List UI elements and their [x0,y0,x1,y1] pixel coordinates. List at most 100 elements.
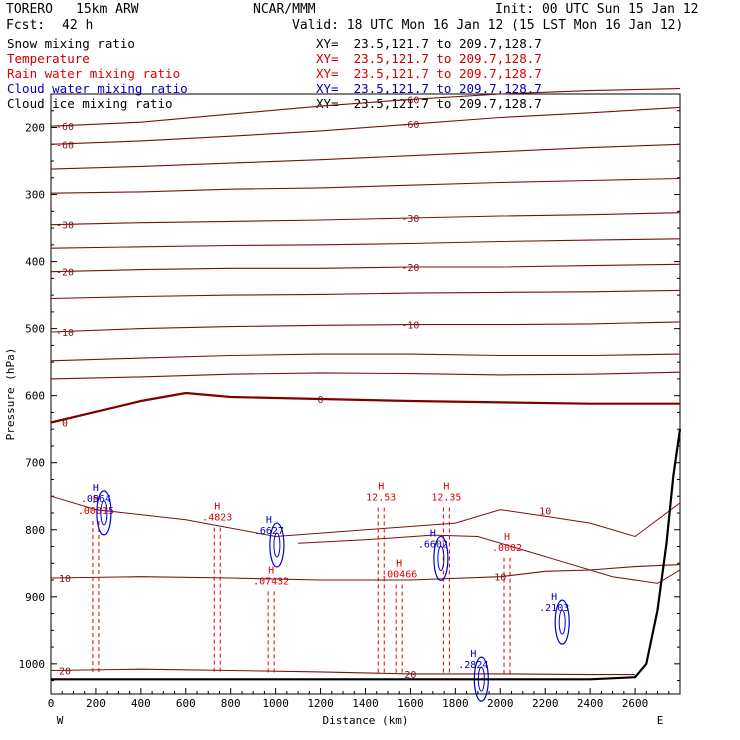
field-name-2: Rain water mixing ratio [7,66,181,81]
rain-max-value-3: 12.53 [366,493,396,504]
west-end-label: W [57,714,64,727]
cloud-max-value-2: .6602 [418,539,448,550]
field-xy-3: XY= 23.5,121.7 to 209.7,128.7 [316,81,542,96]
cloud-max-marker-2: H [430,528,436,539]
rain-max-value-1: .4823 [202,513,232,524]
isotherm-12 [50,564,681,581]
x-tick-label-8: 1600 [397,697,424,710]
init-time: Init: 00 UTC Sun 15 Jan 12 [495,2,699,17]
cloud-max-value-1: .6627 [254,526,284,537]
field-name-1: Temperature [7,51,90,66]
field-xy-1: XY= 23.5,121.7 to 209.7,128.7 [316,51,542,66]
rain-max-value-4: 12.35 [431,493,461,504]
cloud-cell-inner-1 [273,532,281,558]
cloud-max-marker-4: H [470,649,476,660]
rain-max-marker-6: H [504,532,510,543]
rain-max-marker-5: H [396,559,402,570]
warm-contour-0 [50,495,681,538]
isotherm-label-left-8: -10 [56,328,74,339]
model-org: NCAR/MMM [253,2,316,17]
isotherm-7 [50,289,681,300]
isotherm-label-left-12: 10 [59,574,71,585]
y-tick-label-7: 900 [25,591,45,604]
y-tick-label-6: 800 [25,524,45,537]
field-xy-0: XY= 23.5,121.7 to 209.7,128.7 [316,36,542,51]
plot-frame [50,93,681,695]
warm-contour-label-0: 10 [539,506,551,517]
y-tick-label-5: 700 [25,457,45,470]
y-tick-label-0: 200 [25,122,45,135]
isotherm-0 [50,88,681,127]
y-tick-label-4: 600 [25,390,45,403]
isotherm-11 [50,391,680,424]
isotherm-5 [50,238,681,249]
isotherm-label-13: 20 [404,670,416,681]
x-tick-label-1: 200 [86,697,106,710]
field-name-0: Snow mixing ratio [7,36,135,51]
model-resolution: 15km ARW [76,2,139,17]
x-tick-label-12: 2400 [577,697,604,710]
forecast-hour: 42 h [62,18,94,33]
y-axis-label: Pressure (hPa) [4,348,17,441]
y-tick-label-2: 400 [25,256,45,269]
isotherm-2 [50,143,681,170]
isotherm-label-left-1: -60 [56,140,74,151]
cloud-max-marker-3: H [551,592,557,603]
isotherm-13 [50,668,636,676]
cloud-cell-inner-2 [437,545,445,571]
field-xy-4: XY= 23.5,121.7 to 209.7,128.7 [316,96,542,111]
x-tick-label-10: 2000 [487,697,514,710]
x-tick-label-9: 1800 [442,697,469,710]
cloud-cell-inner-3 [558,609,566,635]
rain-max-value-0: .00015 [78,506,114,517]
isotherm-label-left-6: -20 [56,268,74,279]
isotherm-label-left-0: -60 [56,122,74,133]
cloud-cell-0 [96,490,112,536]
terrain-profile [51,429,682,681]
x-tick-label-4: 800 [221,697,241,710]
cloud-max-value-0: .0564 [81,494,111,505]
cloud-max-value-4: .2824 [458,660,488,671]
isotherm-label-8: -10 [401,321,419,332]
isotherm-label-4: -30 [401,214,419,225]
valid-time: Valid: 18 UTC Mon 16 Jan 12 (15 LST Mon … [292,18,684,33]
cloud-cell-1 [269,522,285,568]
isotherm-label-1: -60 [401,120,419,131]
warm-contour-1 [298,534,681,584]
field-xy-2: XY= 23.5,121.7 to 209.7,128.7 [316,66,542,81]
isotherm-4 [50,212,681,226]
field-name-4: Cloud ice mixing ratio [7,96,173,111]
rain-max-value-2: .07432 [253,576,289,587]
y-tick-label-8: 1000 [19,658,46,671]
cloud-max-marker-1: H [266,515,272,526]
isotherm-9 [50,353,681,362]
east-end-label: E [657,714,664,727]
isotherm-label-6: -20 [401,263,419,274]
isotherm-label-left-13: 20 [59,667,71,678]
cloud-max-marker-0: H [93,483,99,494]
x-tick-label-6: 1200 [307,697,334,710]
rain-max-marker-4: H [443,482,449,493]
isotherm-10 [50,371,681,380]
isotherm-3 [50,177,681,194]
forecast-label: Fcst: [6,18,46,33]
field-name-3: Cloud water mixing ratio [7,81,188,96]
rain-max-value-6: .0002 [492,543,522,554]
rain-max-marker-2: H [268,565,274,576]
isotherm-label-11: 0 [318,395,324,406]
x-tick-label-7: 1400 [352,697,379,710]
x-axis-label: Distance (km) [322,714,408,727]
rain-max-marker-1: H [214,502,220,513]
cloud-cell-2 [433,535,449,582]
y-tick-label-3: 500 [25,323,45,336]
x-tick-label-0: 0 [48,697,55,710]
cloud-max-value-3: .2103 [539,603,569,614]
rain-max-value-5: .00466 [381,570,417,581]
cloud-cell-inner-0 [100,500,108,526]
x-tick-label-13: 2600 [622,697,649,710]
cloud-cell-3 [554,599,570,645]
isotherm-label-left-11: 0 [62,418,68,429]
rain-max-marker-3: H [378,482,384,493]
isotherm-1 [50,106,681,145]
